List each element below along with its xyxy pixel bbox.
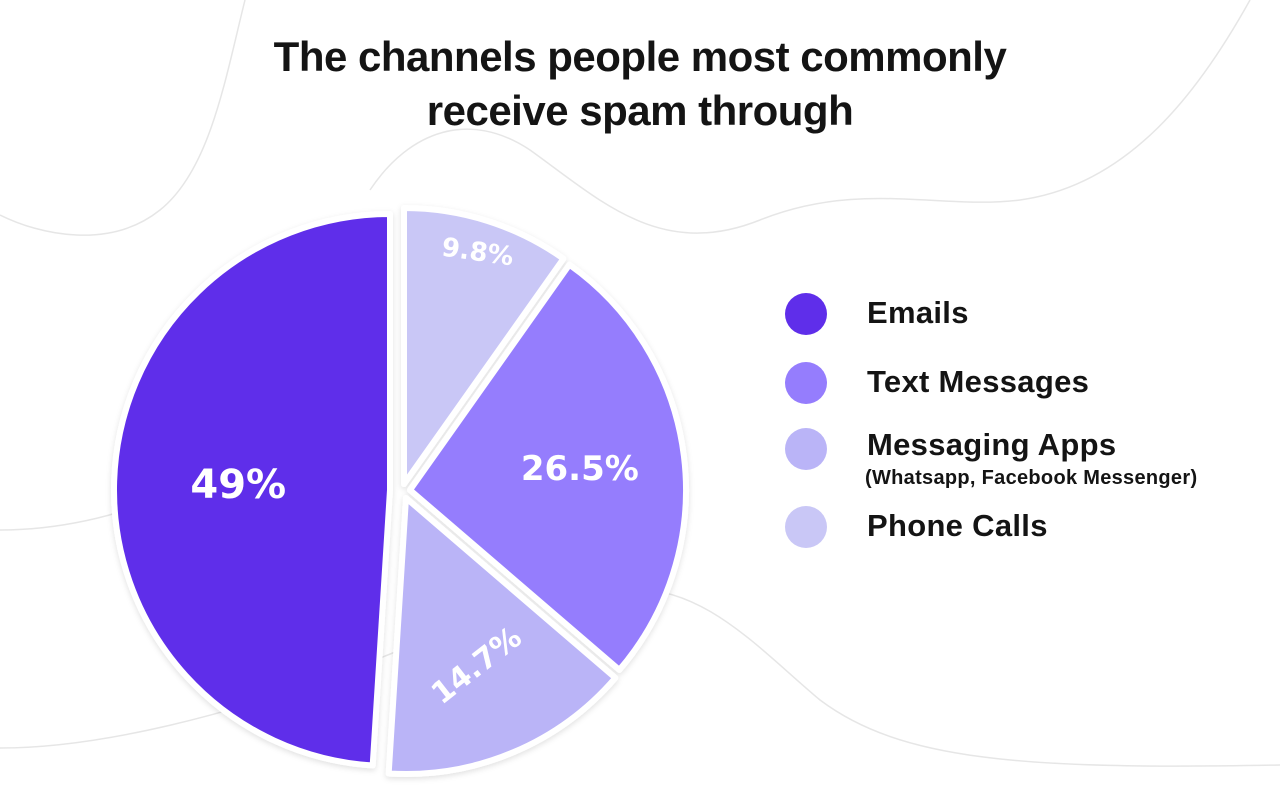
legend-label-phone-calls: Phone Calls — [867, 508, 1048, 543]
legend-swatch-text-messages — [785, 362, 827, 404]
slice-label-emails: 49% — [190, 462, 286, 508]
pie-slice-emails — [111, 211, 393, 769]
slice-label-text-messages: 26.5% — [521, 449, 639, 489]
legend-label-messaging-apps: Messaging Apps — [867, 427, 1117, 462]
legend-swatch-emails — [785, 293, 827, 335]
legend-swatch-phone-calls — [785, 506, 827, 548]
legend-sublabel-messaging-apps: (Whatsapp, Facebook Messenger) — [865, 467, 1198, 489]
chart-title-line-1: The channels people most commonly — [273, 33, 1007, 80]
pie-slice-messaging-apps — [385, 495, 619, 777]
legend-swatch-messaging-apps — [785, 428, 827, 470]
pie-slice-phone-calls — [401, 205, 567, 487]
legend-label-emails: Emails — [867, 295, 969, 330]
pie-slice-text-messages — [407, 261, 689, 673]
chart-title-line-2: receive spam through — [426, 87, 854, 134]
chart-title: The channels people most commonly receiv… — [0, 30, 1280, 138]
legend-label-text-messages: Text Messages — [867, 364, 1090, 399]
